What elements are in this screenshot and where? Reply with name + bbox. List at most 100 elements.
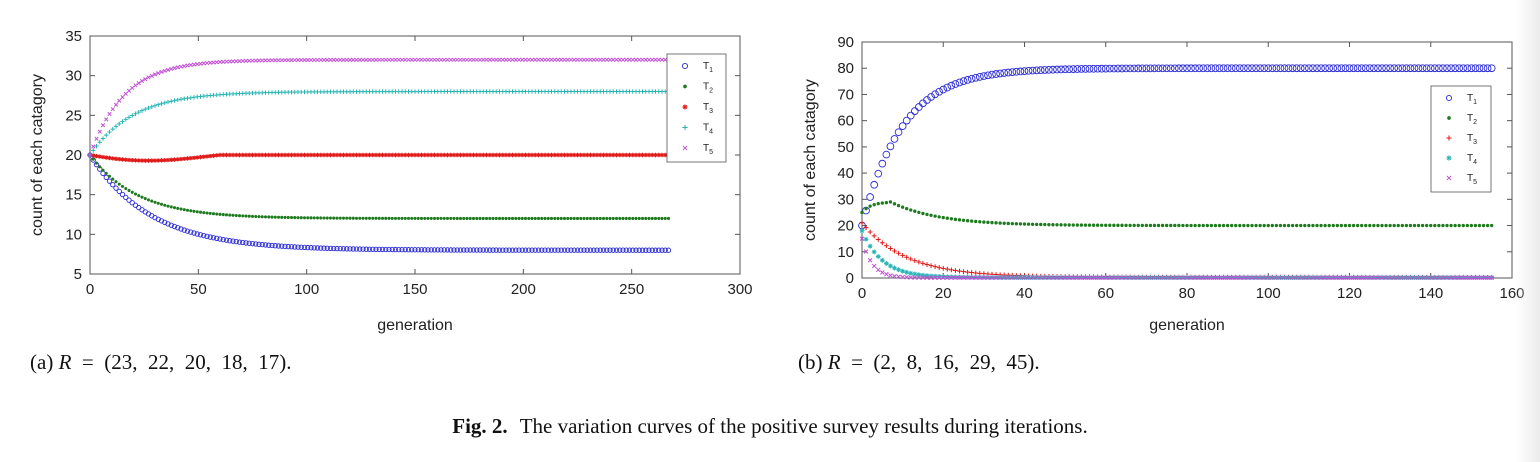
data-point-a-T5 bbox=[256, 58, 262, 63]
legend-label-sub-b-T4: 4 bbox=[1473, 159, 1477, 166]
data-point-a-T2 bbox=[293, 216, 297, 220]
y-tick-label-b: 80 bbox=[837, 60, 854, 77]
data-point-b-T1 bbox=[1231, 64, 1240, 73]
data-point-a-T5 bbox=[520, 57, 525, 62]
data-point-a-T2 bbox=[592, 216, 596, 221]
data-point-a-T5 bbox=[175, 65, 180, 70]
data-point-a-T2 bbox=[507, 216, 511, 220]
data-point-a-T3 bbox=[630, 152, 635, 158]
legend-entry-b-T5: T5 bbox=[1446, 173, 1477, 186]
data-point-a-T5 bbox=[360, 57, 366, 62]
data-point-b-T5 bbox=[1318, 275, 1324, 281]
data-point-b-T5 bbox=[1205, 275, 1210, 281]
data-point-b-T5 bbox=[1310, 275, 1316, 281]
data-point-b-T2 bbox=[1051, 223, 1055, 227]
data-point-a-T3 bbox=[172, 157, 177, 162]
legend-marker-b-T5 bbox=[1446, 175, 1452, 181]
data-point-b-T3 bbox=[904, 254, 910, 260]
data-point-b-T2 bbox=[1384, 223, 1388, 228]
data-point-a-T1 bbox=[431, 247, 438, 253]
data-point-a-T4 bbox=[94, 143, 99, 149]
data-point-a-T2 bbox=[309, 216, 313, 220]
data-point-a-T3 bbox=[100, 154, 106, 160]
data-point-b-T5 bbox=[1091, 275, 1096, 281]
data-point-b-T2 bbox=[1270, 223, 1274, 228]
data-point-b-T5 bbox=[1379, 275, 1385, 281]
data-point-b-T1 bbox=[1191, 64, 1199, 73]
data-point-a-T1 bbox=[165, 221, 171, 227]
data-point-b-T1 bbox=[1057, 65, 1065, 74]
data-point-a-T1 bbox=[110, 182, 116, 188]
data-point-a-T2 bbox=[585, 216, 589, 221]
data-point-b-T2 bbox=[1404, 223, 1409, 228]
data-point-a-T5 bbox=[149, 73, 154, 78]
x-tick-label-b: 40 bbox=[1016, 285, 1033, 302]
data-point-a-T3 bbox=[188, 155, 193, 161]
data-point-b-T2 bbox=[1201, 223, 1205, 228]
data-point-b-T2 bbox=[1290, 223, 1295, 228]
legend-entry-a-T3: T3 bbox=[682, 102, 713, 115]
data-point-b-T5 bbox=[1400, 275, 1405, 281]
data-point-a-T2 bbox=[660, 216, 664, 221]
data-point-a-T2 bbox=[445, 216, 450, 220]
data-point-b-T5 bbox=[1404, 275, 1409, 281]
data-point-b-T2 bbox=[1473, 223, 1478, 228]
data-point-b-T1 bbox=[1357, 64, 1366, 73]
data-point-b-T2 bbox=[1351, 223, 1356, 228]
data-point-a-T2 bbox=[176, 206, 180, 210]
data-point-b-T1 bbox=[1378, 64, 1386, 73]
x-tick-label-a: 300 bbox=[727, 281, 752, 298]
data-point-a-T5 bbox=[581, 57, 587, 62]
data-point-b-T5 bbox=[1375, 275, 1381, 281]
data-point-b-T2 bbox=[1339, 223, 1344, 228]
data-point-a-T5 bbox=[529, 57, 535, 62]
data-point-b-T3 bbox=[859, 220, 865, 226]
data-point-b-T5 bbox=[1148, 275, 1153, 281]
data-point-a-T3 bbox=[214, 153, 219, 158]
subcaption-a-eq: = bbox=[81, 350, 94, 374]
data-point-a-T2 bbox=[530, 216, 534, 221]
data-point-a-T3 bbox=[341, 152, 346, 158]
data-point-b-T3 bbox=[863, 225, 869, 231]
data-point-b-T1 bbox=[1170, 64, 1179, 73]
data-point-a-T2 bbox=[416, 216, 420, 220]
legend-label-a-T2: T2 bbox=[703, 82, 713, 95]
data-point-a-T3 bbox=[617, 152, 622, 158]
data-point-a-T1 bbox=[448, 247, 454, 253]
data-point-b-T5 bbox=[1034, 275, 1039, 281]
data-point-a-T2 bbox=[595, 216, 599, 221]
data-point-b-T4 bbox=[900, 268, 906, 274]
data-point-a-T5 bbox=[451, 57, 457, 62]
legend-label-a-T3: T3 bbox=[703, 102, 713, 115]
data-point-a-T2 bbox=[133, 192, 138, 196]
data-point-a-T1 bbox=[246, 240, 252, 246]
data-point-b-T2 bbox=[1006, 221, 1010, 226]
series-a-T3 bbox=[87, 152, 671, 163]
data-point-a-T1 bbox=[415, 247, 421, 253]
data-point-a-T5 bbox=[146, 75, 151, 80]
data-point-a-T5 bbox=[172, 66, 177, 71]
data-point-a-T3 bbox=[448, 152, 453, 158]
data-point-a-T5 bbox=[533, 57, 538, 62]
y-axis-label-b: count of each catagory bbox=[802, 79, 819, 241]
data-point-a-T3 bbox=[598, 152, 603, 158]
data-point-a-T2 bbox=[634, 216, 638, 221]
y-tick-label-a: 25 bbox=[65, 107, 82, 124]
data-point-b-T2 bbox=[1372, 223, 1376, 228]
data-point-b-T1 bbox=[1418, 64, 1427, 73]
x-tick-label-b: 20 bbox=[935, 285, 952, 302]
data-point-a-T2 bbox=[286, 215, 290, 220]
legend-entry-a-T4: T4 bbox=[682, 123, 713, 136]
figure-caption: Fig. 2. The variation curves of the posit… bbox=[0, 414, 1540, 439]
data-point-b-T1 bbox=[1443, 64, 1451, 73]
data-point-a-T1 bbox=[321, 245, 327, 251]
data-point-a-T1 bbox=[353, 246, 360, 252]
data-point-a-T5 bbox=[126, 88, 132, 93]
data-point-a-T2 bbox=[237, 214, 242, 218]
data-point-b-T1 bbox=[1179, 64, 1187, 73]
data-point-b-T3 bbox=[953, 268, 958, 273]
data-point-a-T3 bbox=[328, 152, 333, 158]
data-point-a-T2 bbox=[312, 216, 316, 220]
data-point-a-T5 bbox=[624, 57, 629, 62]
data-point-a-T3 bbox=[526, 152, 531, 158]
